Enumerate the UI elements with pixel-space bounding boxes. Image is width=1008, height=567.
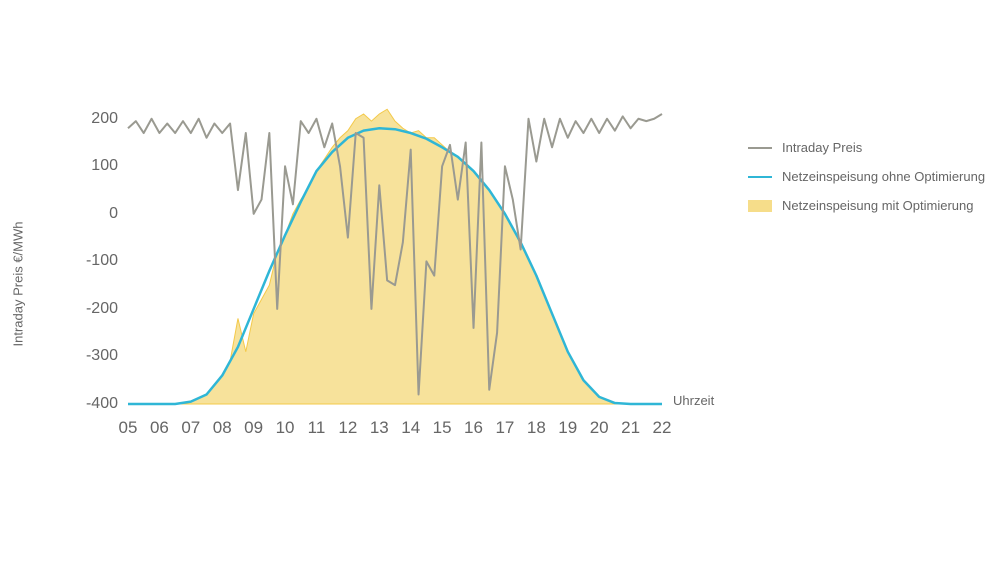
series-mit-optimierung xyxy=(128,109,662,404)
y-tick-label: -100 xyxy=(58,252,118,270)
chart-container: Intraday Preis €/MWh Uhrzeit -400-300-20… xyxy=(0,0,1008,567)
legend-swatch-area xyxy=(748,200,772,212)
legend-swatch-line xyxy=(748,176,772,178)
y-tick-label: -300 xyxy=(58,347,118,365)
legend: Intraday Preis Netzeinspeisung ohne Optim… xyxy=(748,140,985,227)
y-tick-label: -200 xyxy=(58,300,118,318)
legend-swatch-line xyxy=(748,147,772,149)
y-tick-label: -400 xyxy=(58,395,118,413)
legend-item-mit_opt: Netzeinspeisung mit Optimierung xyxy=(748,198,985,213)
y-tick-label: 100 xyxy=(58,157,118,175)
x-tick-label: 22 xyxy=(642,418,682,438)
y-tick-label: 200 xyxy=(58,110,118,128)
plot-area xyxy=(0,0,1008,567)
legend-label: Intraday Preis xyxy=(782,140,862,155)
legend-item-intraday: Intraday Preis xyxy=(748,140,985,155)
y-tick-label: 0 xyxy=(58,205,118,223)
legend-label: Netzeinspeisung mit Optimierung xyxy=(782,198,973,213)
legend-label: Netzeinspeisung ohne Optimierung xyxy=(782,169,985,184)
legend-item-ohne_opt: Netzeinspeisung ohne Optimierung xyxy=(748,169,985,184)
